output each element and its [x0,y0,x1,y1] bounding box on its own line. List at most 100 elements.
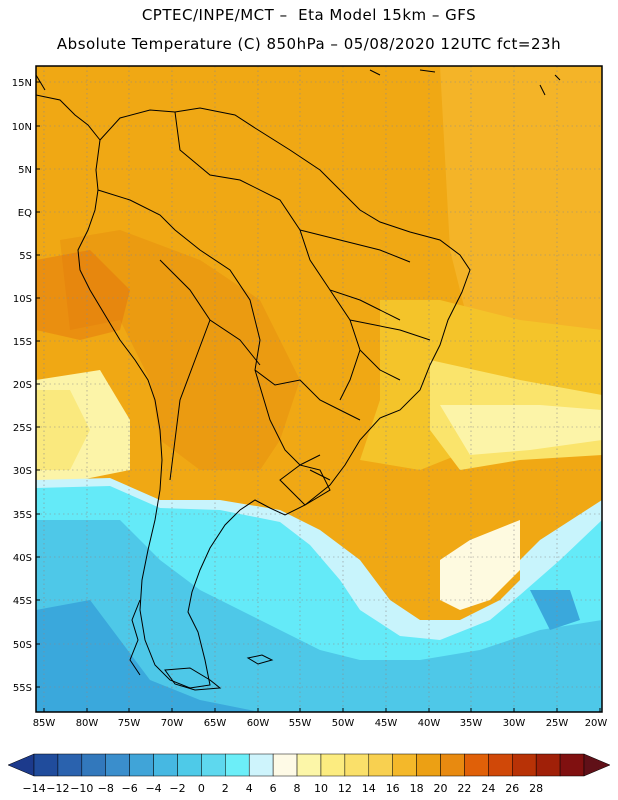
colorbar-tick-label: 16 [386,782,400,795]
lon-label: 20W [585,718,608,729]
colorbar-swatch [272,753,298,777]
lon-label: 65W [204,718,227,729]
sky-field [36,520,602,712]
lat-label: 55S [13,683,32,694]
borders-4 [254,369,331,481]
lon-label: 80W [76,718,99,729]
colorbar-swatch [225,753,250,777]
colorbar-swatch [440,753,465,777]
pacific-yellow-band [36,390,90,470]
lat-label: 40S [13,553,32,564]
colorbar-tick-label: 2 [222,782,229,795]
colorbar-swatch [153,753,178,777]
lat-label: 30S [13,466,32,477]
colorbar-tick-label: 26 [505,782,519,795]
lon-label: 30W [503,718,526,729]
pale-yellow-field [440,405,602,455]
lat-label: 10N [12,122,32,133]
colorbar-tick-label: 22 [457,782,471,795]
colorbar-tick-label: 10 [314,782,328,795]
colorbar-swatch [201,753,226,777]
lon-label: 75W [118,718,141,729]
lat-label: 20S [13,380,32,391]
cream-patch [440,520,520,610]
lat-label: 35S [13,510,32,521]
lat-label: EQ [18,208,32,219]
lon-label: 70W [161,718,184,729]
chart-title-line1: CPTEC/INPE/MCT – Eta Model 15km – GFS [141,6,477,24]
lon-label: 60W [247,718,270,729]
lat-label: 25S [13,423,32,434]
colorbar-tick-label: −14 [22,782,45,795]
caribbean-islands [369,69,561,96]
colorbar-swatch [320,753,346,777]
colorbar-swatch [177,753,202,777]
blue-field [36,600,260,712]
colorbar-labels: −14 −12 −10 −8 −6 −4 −2 0 2 4 6 8 10 12 14 16 18 20 22 24 26… [22,782,543,795]
borders-2 [97,189,361,421]
map-frame [35,65,603,713]
orange-dark-field [60,230,300,470]
colorbar-swatch [248,753,274,777]
colorbar-swatch [392,753,417,777]
lat-label: 15N [12,78,32,89]
colorbar-tick-label: 4 [246,782,253,795]
lon-label: 25W [546,718,569,729]
map-area [36,66,602,712]
lon-label: 50W [332,718,355,729]
colorbar-tick-label: 0 [198,782,205,795]
colorbar-swatch [512,753,537,777]
colorbar-tick-label: −10 [70,782,93,795]
lat-label: 5S [19,251,32,262]
colorbar-tick-label: −2 [169,782,185,795]
lon-label: 55W [289,718,312,729]
lon-label: 45W [375,718,398,729]
tierra-del-fuego [164,667,222,691]
colorbar-tick-label: 8 [294,782,301,795]
longitude-labels: 85W 80W 75W 70W 65W 60W 55W 50W 45W 40W … [33,718,608,729]
colorbar-tick-label: 28 [529,782,543,795]
colorbar-swatch [344,753,370,777]
colorbar-tick-label: −12 [46,782,69,795]
uruguay [279,464,331,506]
colorbar-tick-label: 24 [481,782,495,795]
lat-label: 45S [13,596,32,607]
colorbar-swatch [416,753,441,777]
colorbar-tick-label: 20 [434,782,448,795]
lat-label: 10S [13,294,32,305]
colorbar-tick-label: −8 [98,782,114,795]
latitude-labels: 15N 10N 5N EQ 5S 10S 15S 20S 25S 30S 35S… [12,78,32,694]
colorbar-swatch [296,753,322,777]
lon-label: 85W [33,718,56,729]
colorbar-tick-label: 6 [270,782,277,795]
colorbar [7,753,611,777]
colorbar-swatch [535,753,561,777]
colorbar-swatch [368,753,393,777]
south-america-outline [77,107,471,689]
brazil-states [299,229,431,401]
colorbar-tick-label: −6 [122,782,138,795]
colorbar-swatch [81,753,106,777]
colorbar-tick-label: −4 [145,782,161,795]
colorbar-tick-label: 14 [362,782,376,795]
colorbar-swatch [129,753,154,777]
colorbar-swatch [57,753,83,777]
colorbar-arrow-right [583,753,611,777]
chile-islands [129,599,141,676]
lat-label: 5N [18,165,32,176]
lat-label: 15S [13,337,32,348]
colorbar-swatch [33,753,59,777]
colorbar-swatch [105,753,130,777]
falklands [246,654,274,665]
colorbar-tick-label: 12 [338,782,352,795]
lat-label: 50S [13,640,32,651]
lon-label: 35W [460,718,483,729]
lon-label: 40W [418,718,441,729]
tick-marks [36,81,601,712]
borders-3 [159,259,261,481]
colorbar-tick-label: 18 [410,782,424,795]
colorbar-swatch [464,753,489,777]
central-america-outline [36,74,101,141]
colorbar-swatch [559,753,585,777]
